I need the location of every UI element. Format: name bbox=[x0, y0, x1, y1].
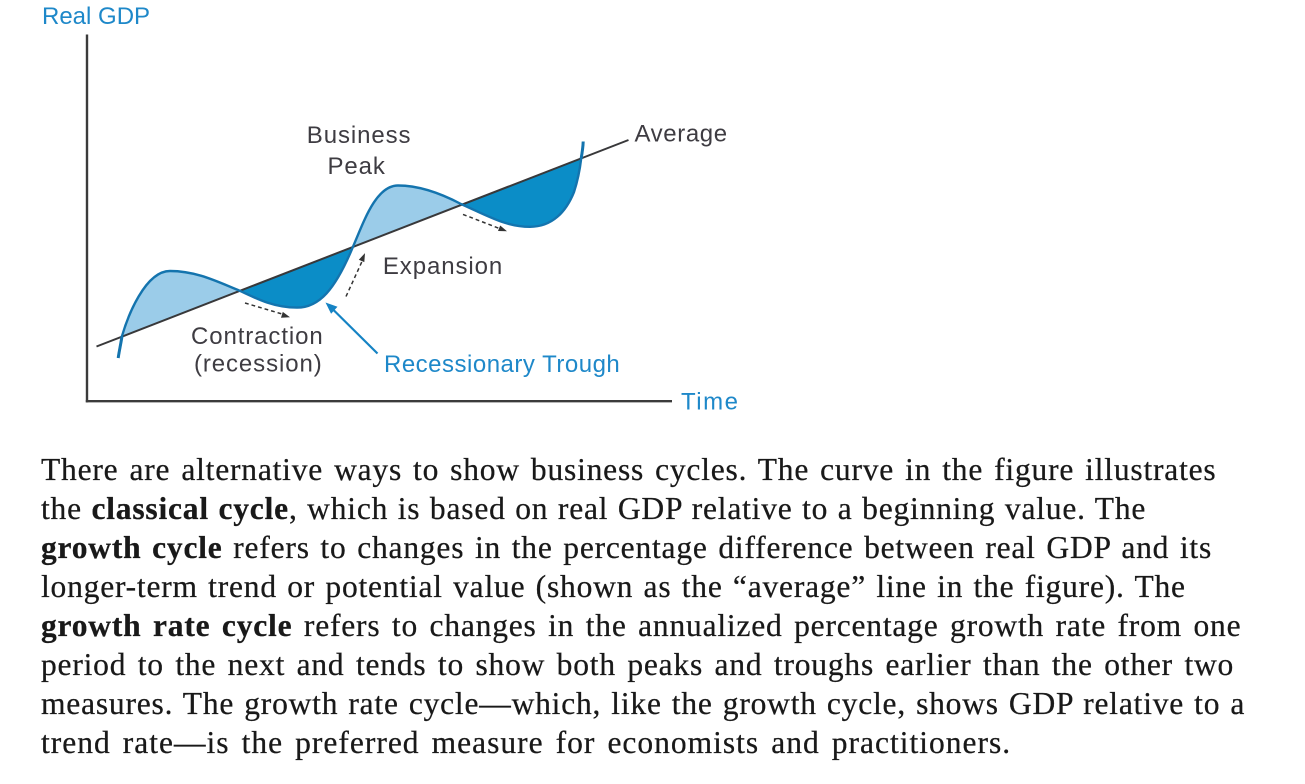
svg-text:Expansion: Expansion bbox=[383, 253, 503, 280]
svg-text:Contraction: Contraction bbox=[191, 323, 324, 350]
svg-text:Peak: Peak bbox=[328, 153, 386, 180]
svg-text:Time: Time bbox=[681, 389, 739, 416]
svg-text:(recession): (recession) bbox=[194, 351, 323, 378]
svg-text:Average: Average bbox=[635, 121, 728, 148]
svg-text:Recessionary Trough: Recessionary Trough bbox=[384, 351, 620, 378]
svg-text:Real GDP: Real GDP bbox=[42, 3, 150, 30]
svg-text:Business: Business bbox=[307, 122, 412, 149]
